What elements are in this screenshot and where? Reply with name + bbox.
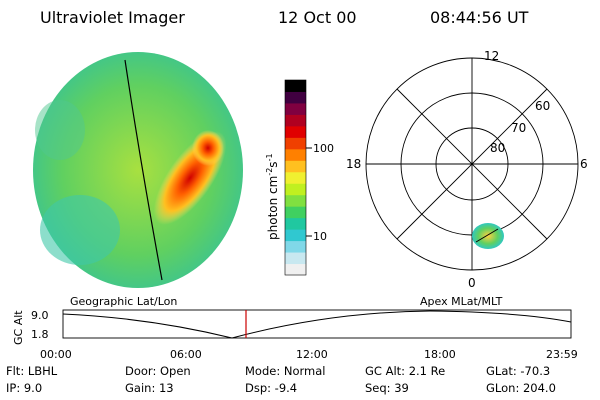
colorbar-tick-100: 100: [313, 142, 334, 155]
colorbar-step: [285, 252, 306, 265]
polar-terminator: [475, 228, 499, 243]
info-seq: Seq: 39: [365, 381, 409, 395]
time-tick-0600: 06:00: [170, 348, 202, 361]
colorbar-step: [285, 125, 306, 138]
colorbar-step: [285, 229, 306, 242]
svg-text:photon cm-2s-1: photon cm-2s-1: [265, 153, 280, 240]
date-label: 12 Oct 00: [278, 8, 357, 27]
mlt-label-18: 18: [346, 157, 361, 171]
terminator-line: [124, 59, 163, 281]
colorbar-step: [285, 240, 306, 253]
mlt-label-0: 0: [468, 276, 476, 290]
geographic-caption: Geographic Lat/Lon: [70, 295, 177, 308]
info-dsp: Dsp: -9.4: [245, 381, 298, 395]
time-tick-1200: 12:00: [296, 348, 328, 361]
altitude-plot: [62, 309, 572, 339]
info-gcalt: GC Alt: 2.1 Re: [365, 364, 446, 378]
info-gain: Gain: 13: [125, 381, 174, 395]
time-label: 08:44:56 UT: [430, 8, 529, 27]
colorbar-step: [285, 102, 306, 115]
time-tick-0000: 00:00: [40, 348, 72, 361]
colorbar-tick-10: 10: [313, 230, 327, 243]
info-door: Door: Open: [125, 364, 191, 378]
instrument-title: Ultraviolet Imager: [40, 8, 185, 27]
mlt-label-12: 12: [484, 49, 499, 63]
colorbar-label: photon cm-2s-1: [265, 153, 280, 240]
colorbar-step: [285, 171, 306, 184]
lat-label-70: 70: [511, 121, 526, 135]
colorbar-step: [285, 206, 306, 219]
color-bar: [285, 80, 306, 276]
polar-plot: [365, 57, 579, 271]
altitude-tick-9: 9.0: [31, 309, 49, 322]
altitude-axis-label: GC Alt: [12, 310, 25, 345]
colorbar-step: [285, 80, 306, 92]
colorbar-step: [285, 137, 306, 150]
info-flt: Flt: LBHL: [6, 364, 58, 378]
colorbar-step: [285, 91, 306, 104]
aurora-blob: [472, 223, 504, 249]
info-ip: IP: 9.0: [6, 381, 43, 395]
colorbar-step: [285, 217, 306, 230]
altitude-tick-1.8: 1.8: [31, 328, 49, 341]
lat-label-60: 60: [535, 99, 550, 113]
colorbar-step: [285, 160, 306, 173]
info-glat: GLat: -70.3: [486, 364, 551, 378]
info-mode: Mode: Normal: [245, 364, 326, 378]
apex-caption: Apex MLat/MLT: [420, 295, 503, 308]
colorbar-step: [285, 194, 306, 207]
mlt-label-6: 6: [580, 157, 588, 171]
colorbar-step: [285, 114, 306, 127]
lat-label-80: 80: [490, 141, 505, 155]
colorbar-step: [285, 148, 306, 161]
info-glon: GLon: 204.0: [486, 381, 556, 395]
time-tick-1800: 18:00: [424, 348, 456, 361]
geographic-image: [33, 52, 243, 288]
colorbar-step: [285, 263, 306, 276]
time-tick-2359: 23:59: [546, 348, 578, 361]
colorbar-step: [285, 183, 306, 196]
